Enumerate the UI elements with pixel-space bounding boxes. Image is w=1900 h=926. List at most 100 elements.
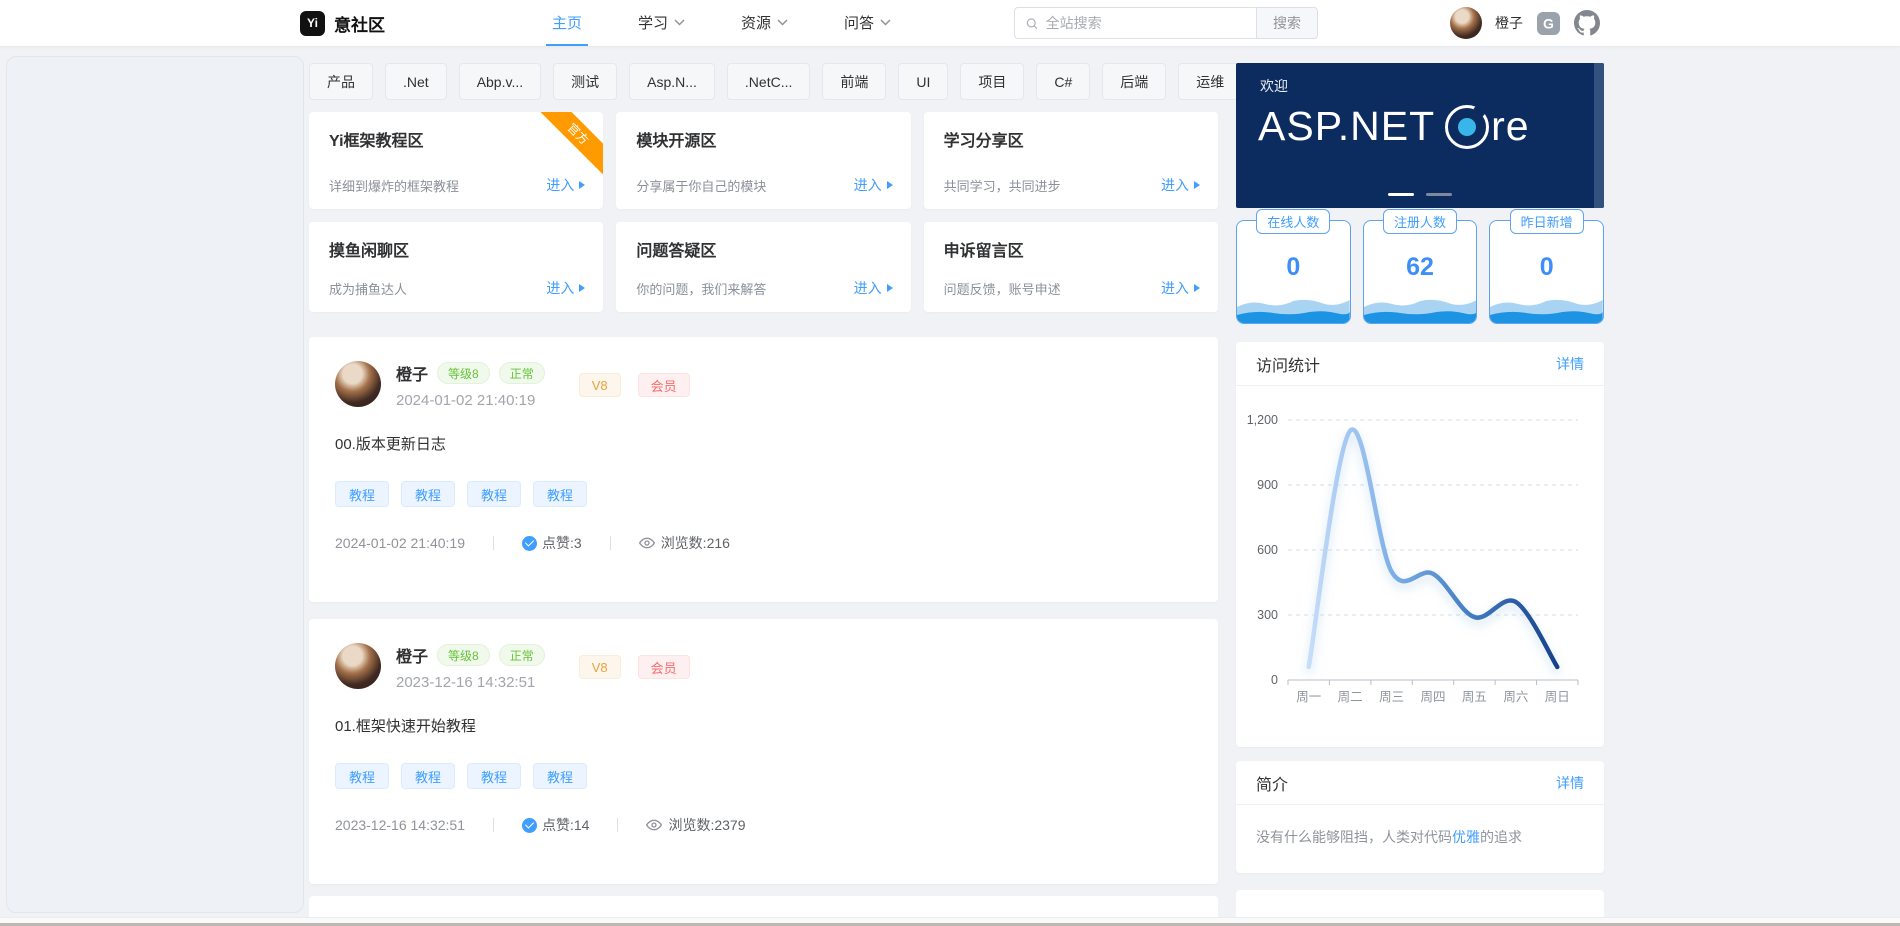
- nav-item-qa[interactable]: 问答: [838, 0, 897, 46]
- svg-text:周二: 周二: [1338, 690, 1363, 704]
- tag-filter-button[interactable]: 产品: [309, 63, 373, 100]
- visit-stats-title: 访问统计: [1256, 357, 1321, 375]
- post-tag[interactable]: 教程: [401, 763, 456, 789]
- post-tag[interactable]: 教程: [335, 763, 390, 789]
- enter-caret-icon: [886, 181, 893, 189]
- left-empty-panel: [6, 56, 304, 913]
- enter-caret-icon: [579, 284, 586, 292]
- tag-filter-button[interactable]: Asp.N...: [629, 63, 715, 100]
- search-input[interactable]: [1045, 15, 1246, 31]
- tag-filter-button[interactable]: 运维: [1178, 63, 1243, 100]
- post-author-avatar[interactable]: [335, 361, 381, 407]
- enter-caret-icon: [886, 284, 893, 292]
- main-nav: 主页 学习 资源 问答: [546, 0, 897, 46]
- intro-text-after: 的追求: [1480, 829, 1522, 845]
- svg-text:0: 0: [1271, 673, 1278, 687]
- likes-stat: 点赞:14: [522, 815, 589, 835]
- zone-desc: 分享属于你自己的模块: [636, 178, 767, 194]
- views-stat: 浏览数:216: [638, 533, 730, 553]
- enter-link[interactable]: 进入: [546, 278, 586, 298]
- nav-home-label: 主页: [552, 14, 583, 32]
- wave-decoration: [1363, 289, 1477, 323]
- yi-logo-icon: Yi: [300, 10, 325, 36]
- member-badge: 会员: [637, 373, 690, 397]
- post-author-name[interactable]: 橙子: [396, 649, 429, 666]
- welcome-banner-carousel[interactable]: 欢迎 ASP.NET re: [1236, 63, 1604, 208]
- intro-inline-link[interactable]: 优雅: [1452, 829, 1480, 845]
- tag-filter-button[interactable]: Abp.v...: [458, 63, 542, 100]
- top-navbar: Yi 意社区 主页 学习 资源 问答 搜索: [0, 0, 1900, 46]
- post-tag[interactable]: 教程: [467, 481, 522, 507]
- level-badge: 等级8: [437, 644, 490, 666]
- stat-card-registered: 注册人数 62: [1362, 209, 1478, 324]
- zone-title: 问题答疑区: [636, 243, 717, 260]
- gitee-icon[interactable]: G: [1536, 11, 1561, 36]
- user-name[interactable]: 橙子: [1495, 15, 1523, 31]
- zone-card-appeal[interactable]: 申诉留言区 问题反馈，账号申述 进入: [923, 222, 1218, 312]
- tag-filter-button[interactable]: UI: [898, 63, 949, 100]
- post-title[interactable]: 01.框架快速开始教程: [335, 718, 476, 735]
- vip-badge: V8: [578, 655, 621, 679]
- tag-filter-button[interactable]: 前端: [822, 63, 887, 100]
- visit-stats-detail-link[interactable]: 详情: [1556, 355, 1584, 372]
- aspnet-text: ASP.NET: [1258, 103, 1436, 149]
- post-card[interactable]: 橙子 等级8 正常 2023-12-16 14:32:51 V8 会员 01.框…: [309, 619, 1218, 884]
- brand[interactable]: Yi 意社区: [300, 10, 385, 36]
- zone-title: 模块开源区: [636, 133, 717, 150]
- post-tag[interactable]: 教程: [335, 481, 390, 507]
- post-header: 橙子 等级8 正常 2023-12-16 14:32:51 V8 会员: [335, 643, 1192, 691]
- post-tag-row: 教程 教程 教程 教程: [335, 763, 1192, 789]
- nav-item-resources[interactable]: 资源: [735, 0, 794, 46]
- carousel-dash[interactable]: [1426, 193, 1452, 196]
- divider: [493, 536, 494, 550]
- wave-decoration: [1237, 289, 1350, 323]
- zone-card-chat[interactable]: 摸鱼闲聊区 成为捕鱼达人 进入: [309, 222, 604, 312]
- post-tag[interactable]: 教程: [533, 763, 588, 789]
- enter-link[interactable]: 进入: [854, 175, 893, 195]
- post-author-name[interactable]: 橙子: [396, 367, 429, 384]
- stat-card-new-yesterday: 昨日新增 0: [1489, 209, 1605, 324]
- nav-item-learn[interactable]: 学习: [632, 0, 691, 46]
- tag-filter-button[interactable]: 项目: [960, 63, 1025, 100]
- svg-text:周五: 周五: [1462, 690, 1487, 704]
- tag-filter-button[interactable]: .NetC...: [726, 63, 811, 100]
- status-badge: 正常: [498, 362, 545, 384]
- post-tag[interactable]: 教程: [467, 763, 522, 789]
- tag-filter-button[interactable]: 测试: [553, 63, 618, 100]
- stat-label: 昨日新增: [1509, 209, 1584, 234]
- svg-text:900: 900: [1257, 478, 1278, 492]
- intro-card: 简介 详情 没有什么能够阻挡，人类对代码优雅的追求: [1236, 761, 1604, 873]
- zone-card-framework-tutorial[interactable]: 官方 Yi框架教程区 详细到爆炸的框架教程 进入: [309, 112, 604, 209]
- post-datetime: 2023-12-16 14:32:51: [396, 674, 536, 691]
- enter-link[interactable]: 进入: [1161, 278, 1200, 298]
- zone-card-learning-share[interactable]: 学习分享区 共同学习，共同进步 进入: [923, 112, 1218, 209]
- post-header: 橙子 等级8 正常 2024-01-02 21:40:19 V8 会员: [335, 361, 1192, 409]
- carousel-dash-active[interactable]: [1388, 193, 1414, 196]
- visit-stats-card: 访问统计 详情 0 300 600 900 1,200 周一 周二 周三 周四 周五 周六 周日: [1236, 342, 1604, 747]
- tag-filter-button[interactable]: .Net: [385, 63, 447, 100]
- zone-card-qa[interactable]: 问题答疑区 你的问题，我们来解答 进入: [616, 222, 911, 312]
- vip-badge: V8: [578, 373, 621, 397]
- post-tag[interactable]: 教程: [401, 481, 456, 507]
- user-avatar[interactable]: [1450, 7, 1482, 39]
- search-button[interactable]: 搜索: [1256, 7, 1318, 39]
- svg-text:周一: 周一: [1296, 690, 1321, 704]
- enter-link[interactable]: 进入: [854, 278, 893, 298]
- tag-filter-button[interactable]: 后端: [1102, 63, 1167, 100]
- tag-filter-button[interactable]: C#: [1036, 63, 1091, 100]
- nav-item-home[interactable]: 主页: [546, 0, 589, 46]
- post-tag[interactable]: 教程: [533, 481, 588, 507]
- post-author-avatar[interactable]: [335, 643, 381, 689]
- intro-detail-link[interactable]: 详情: [1556, 774, 1584, 791]
- horizontal-scrollbar[interactable]: [0, 917, 1900, 926]
- visit-stats-line-chart: 0 300 600 900 1,200 周一 周二 周三 周四 周五 周六 周日: [1247, 413, 1579, 704]
- post-card[interactable]: 橙子 等级8 正常 2024-01-02 21:40:19 V8 会员 00.版…: [309, 337, 1218, 602]
- enter-link[interactable]: 进入: [1161, 175, 1200, 195]
- enter-link[interactable]: 进入: [546, 175, 586, 195]
- search-input-box[interactable]: [1014, 7, 1256, 39]
- views-stat: 浏览数:2379: [646, 815, 746, 835]
- post-title[interactable]: 00.版本更新日志: [335, 436, 446, 453]
- stat-card-online: 在线人数 0: [1236, 209, 1351, 324]
- github-icon[interactable]: [1574, 10, 1600, 36]
- zone-card-module-opensource[interactable]: 模块开源区 分享属于你自己的模块 进入: [616, 112, 911, 209]
